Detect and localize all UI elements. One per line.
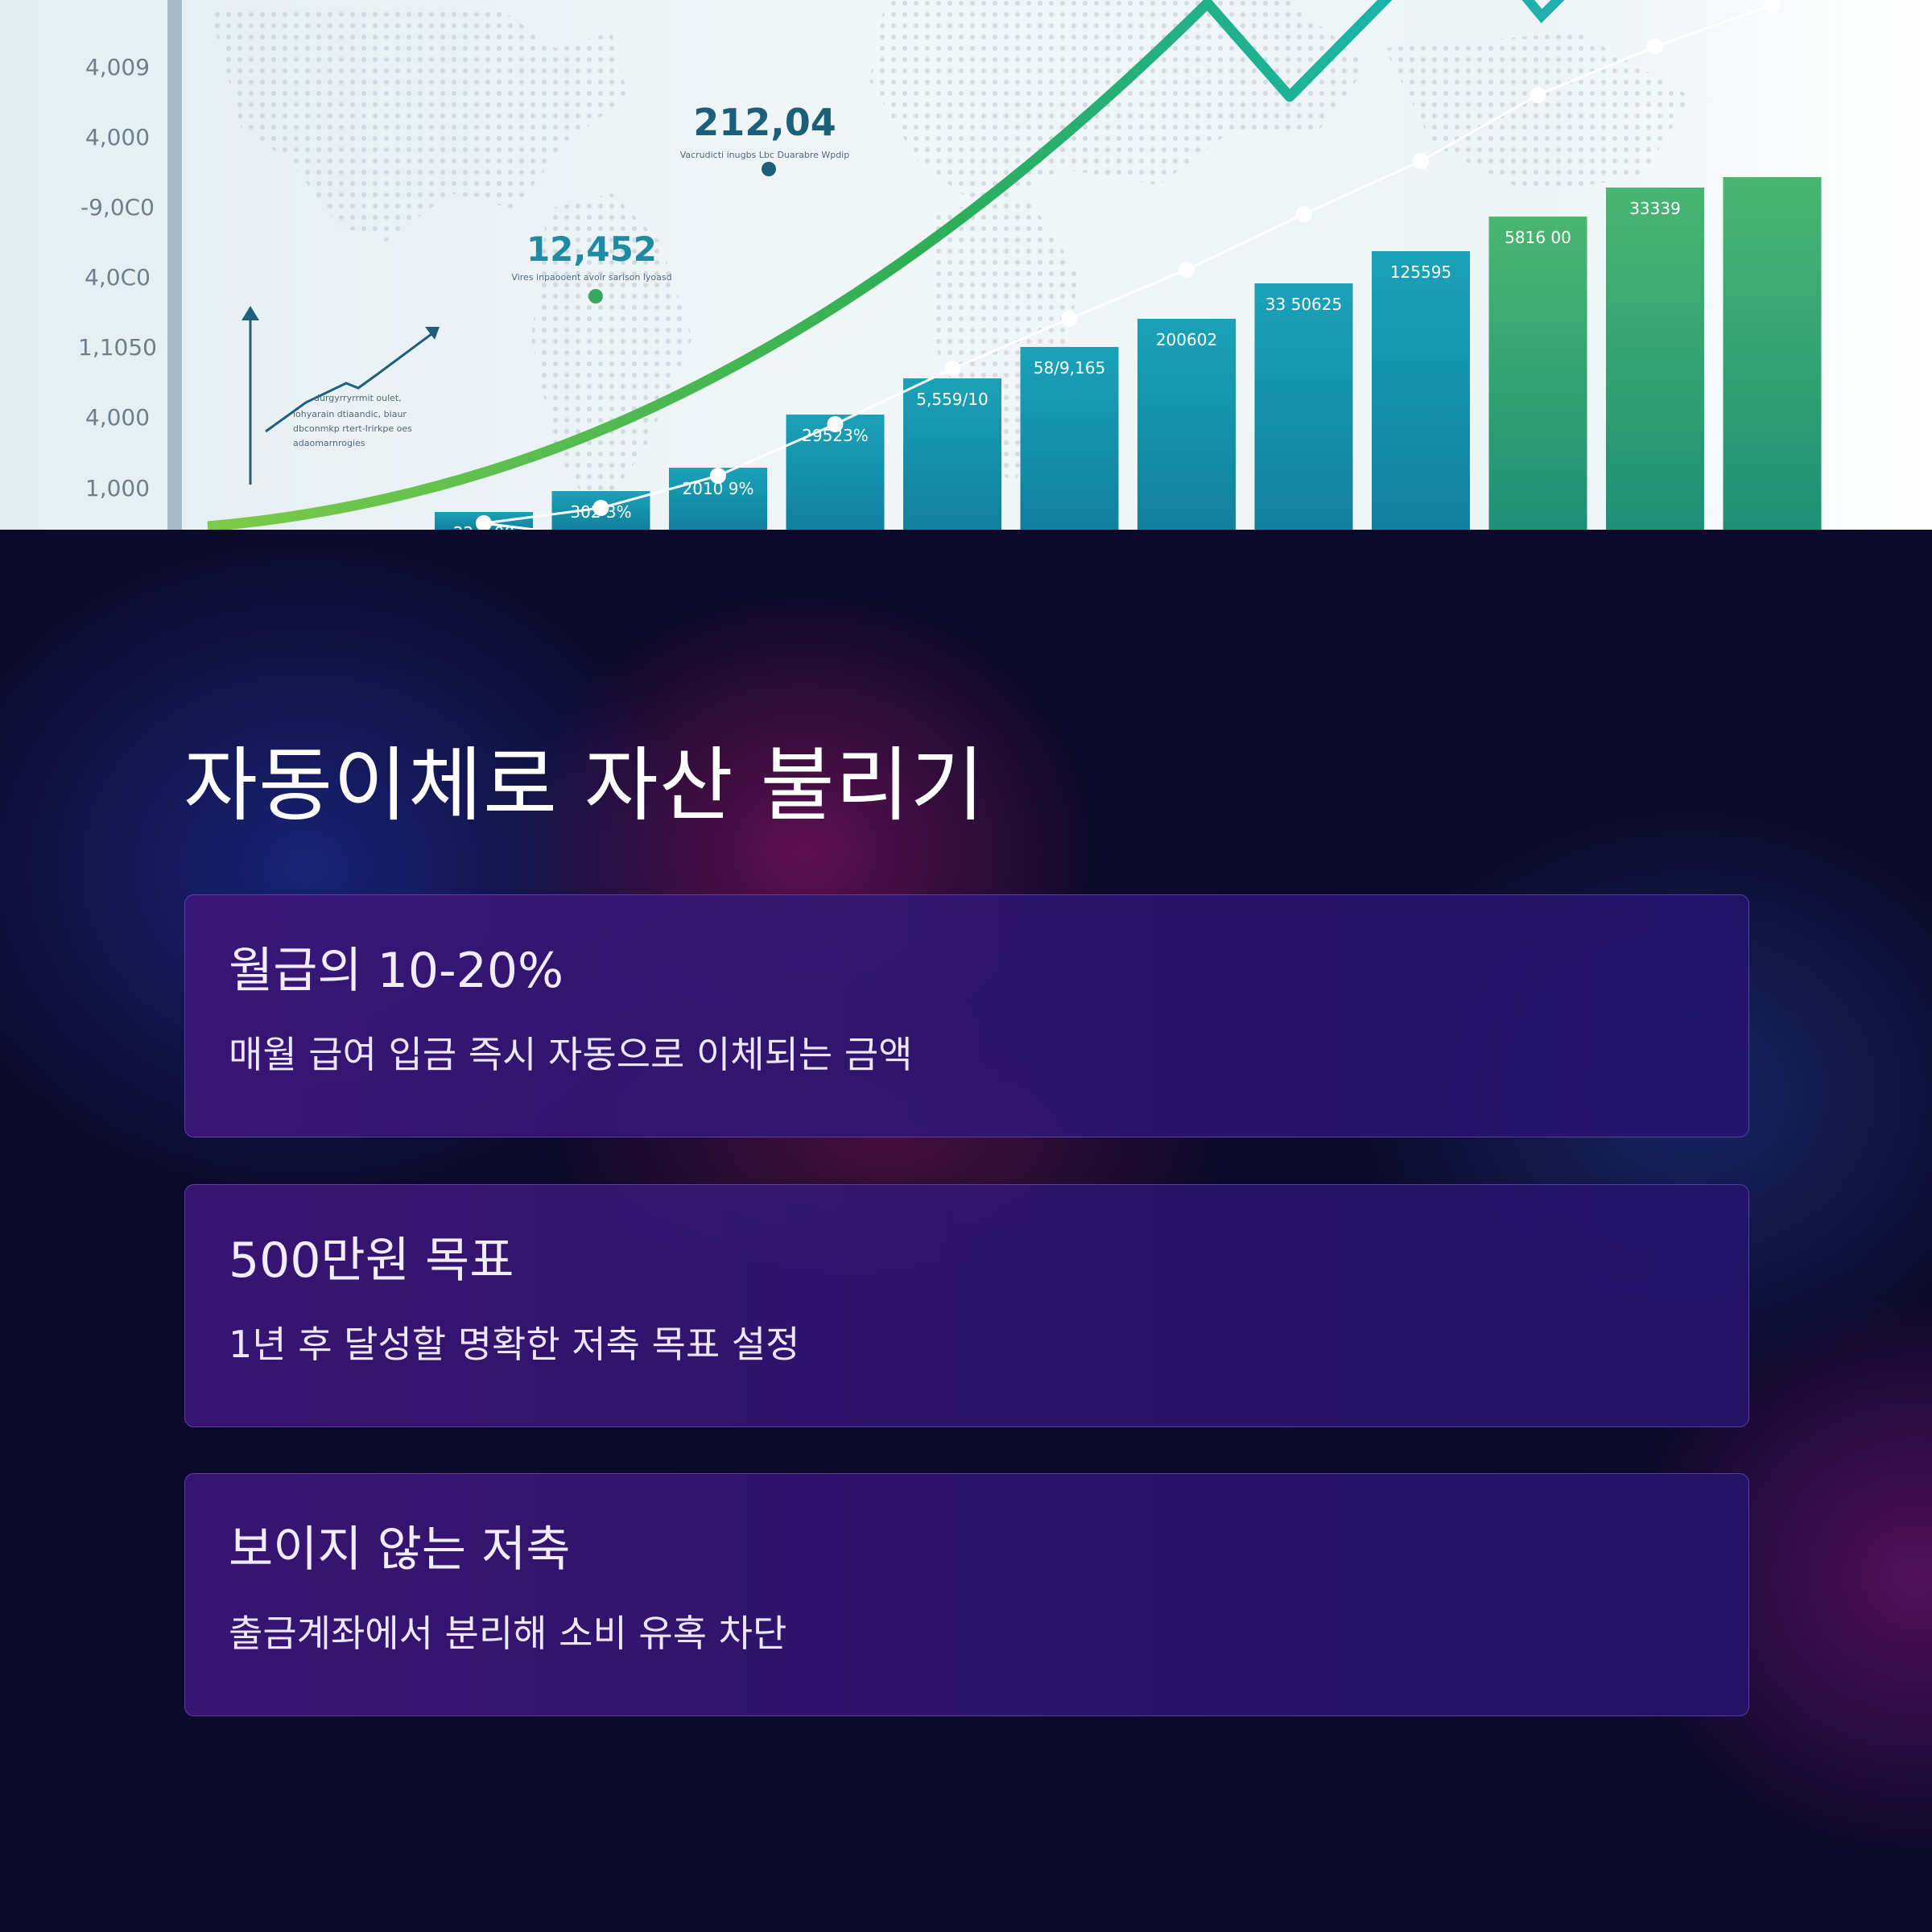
bar-value-label: 5,559/10 — [916, 390, 988, 409]
value-line-point — [1179, 262, 1195, 278]
svg-text:adaomarnrogies: adaomarnrogies — [293, 438, 365, 448]
bar — [903, 378, 1001, 530]
y-tick-label: -9,0Ⅽ0 — [80, 194, 155, 221]
value-line-point — [476, 515, 492, 530]
card-title: 보이지 않는 저축 — [229, 1521, 571, 1578]
main-content: 자동이체로 자산 불리기 월급의 10-20% 매월 급여 입금 즉시 자동으로… — [0, 530, 1932, 1932]
bar — [1723, 177, 1822, 530]
svg-text:dbconmkp rtert-Irirkpe oes: dbconmkp rtert-Irirkpe oes — [293, 423, 412, 434]
info-card-invisible-savings: 보이지 않는 저축 출금계좌에서 분리해 소비 유혹 차단 — [184, 1473, 1749, 1716]
page-title: 자동이체로 자산 불리기 — [184, 738, 985, 832]
growth-chart-illustration: 4,009 4,000 -9,0Ⅽ0 4,0Ⅽ0 1,1050 4,000 1,000 22… — [78, 0, 1822, 530]
card-title: 월급의 10-20% — [229, 943, 564, 999]
value-line-point — [1295, 206, 1312, 222]
bar-value-label: 33339 — [1629, 199, 1681, 218]
card-description: 1년 후 달성할 명확한 저축 목표 설정 — [229, 1323, 800, 1366]
big-number-2: 12,452 — [526, 229, 657, 269]
bar — [1372, 251, 1470, 530]
card-description: 출금계좌에서 분리해 소비 유혹 차단 — [229, 1612, 787, 1655]
bar — [1488, 217, 1587, 530]
value-line — [476, 0, 1781, 530]
bar-value-label: 58/9,165 — [1034, 358, 1105, 378]
bar — [1020, 347, 1119, 530]
trend-arrow-head — [1521, 0, 1565, 23]
bar-value-label: 33 50625 — [1265, 295, 1342, 314]
value-line-point — [592, 500, 609, 516]
big-number-1: 212,04 — [693, 101, 836, 144]
value-line-point — [1764, 0, 1781, 13]
y-axis-ticks: 4,009 4,000 -9,0Ⅽ0 4,0Ⅽ0 1,1050 4,000 1,000 — [78, 54, 157, 502]
y-tick-label: 4,009 — [85, 54, 150, 80]
card-title: 500만원 목표 — [229, 1232, 514, 1289]
big-number-2-caption: Vires inpaooent avoir sarison lyoasd — [511, 272, 671, 283]
svg-text:lohyarain dtiaandic, biaur: lohyarain dtiaandic, biaur — [293, 409, 407, 419]
card-description: 매월 급여 입금 즉시 자동으로 이체되는 금액 — [229, 1033, 913, 1076]
big-number-2-dot — [588, 289, 603, 303]
value-line-point — [1647, 39, 1663, 55]
svg-text:durgyrryrrmit oulet,: durgyrryrrmit oulet, — [314, 393, 402, 403]
value-line-point — [944, 361, 960, 377]
bar — [786, 415, 885, 530]
bar-value-label: 5816 00 — [1505, 228, 1571, 247]
big-number-1-dot — [762, 162, 776, 176]
big-number-1-caption: Vacrudicti inugbs Lbc Duarabre Wpdip — [680, 150, 850, 160]
value-line-point — [1061, 311, 1078, 327]
trend-arrow-line — [207, 0, 1393, 530]
bar — [1606, 188, 1704, 530]
inset-mini-chart: durgyrryrrmit oulet, lohyarain dtiaandic… — [242, 306, 440, 485]
trend-arrow — [207, 0, 1565, 530]
bar — [1254, 283, 1353, 530]
bar-value-label: 125595 — [1390, 262, 1451, 282]
value-line-point — [710, 468, 726, 484]
value-line-point — [1413, 153, 1429, 169]
y-tick-label: 4,0Ⅽ0 — [85, 264, 151, 291]
y-tick-label: 4,000 — [85, 124, 150, 151]
bar — [1137, 319, 1236, 530]
y-tick-label: 1,1050 — [78, 334, 157, 361]
value-line-point — [827, 416, 844, 432]
chart-axis-line — [167, 0, 182, 530]
bar-value-label: 200602 — [1156, 330, 1217, 349]
y-tick-label: 4,000 — [85, 404, 150, 431]
info-card-salary-percent: 월급의 10-20% 매월 급여 입금 즉시 자동으로 이체되는 금액 — [184, 894, 1749, 1137]
hero-image: 4,009 4,000 -9,0Ⅽ0 4,0Ⅽ0 1,1050 4,000 1,000 22… — [0, 0, 1932, 530]
value-line-point — [1530, 87, 1546, 103]
info-card-savings-goal: 500만원 목표 1년 후 달성할 명확한 저축 목표 설정 — [184, 1184, 1749, 1427]
y-tick-label: 1,000 — [85, 475, 150, 502]
